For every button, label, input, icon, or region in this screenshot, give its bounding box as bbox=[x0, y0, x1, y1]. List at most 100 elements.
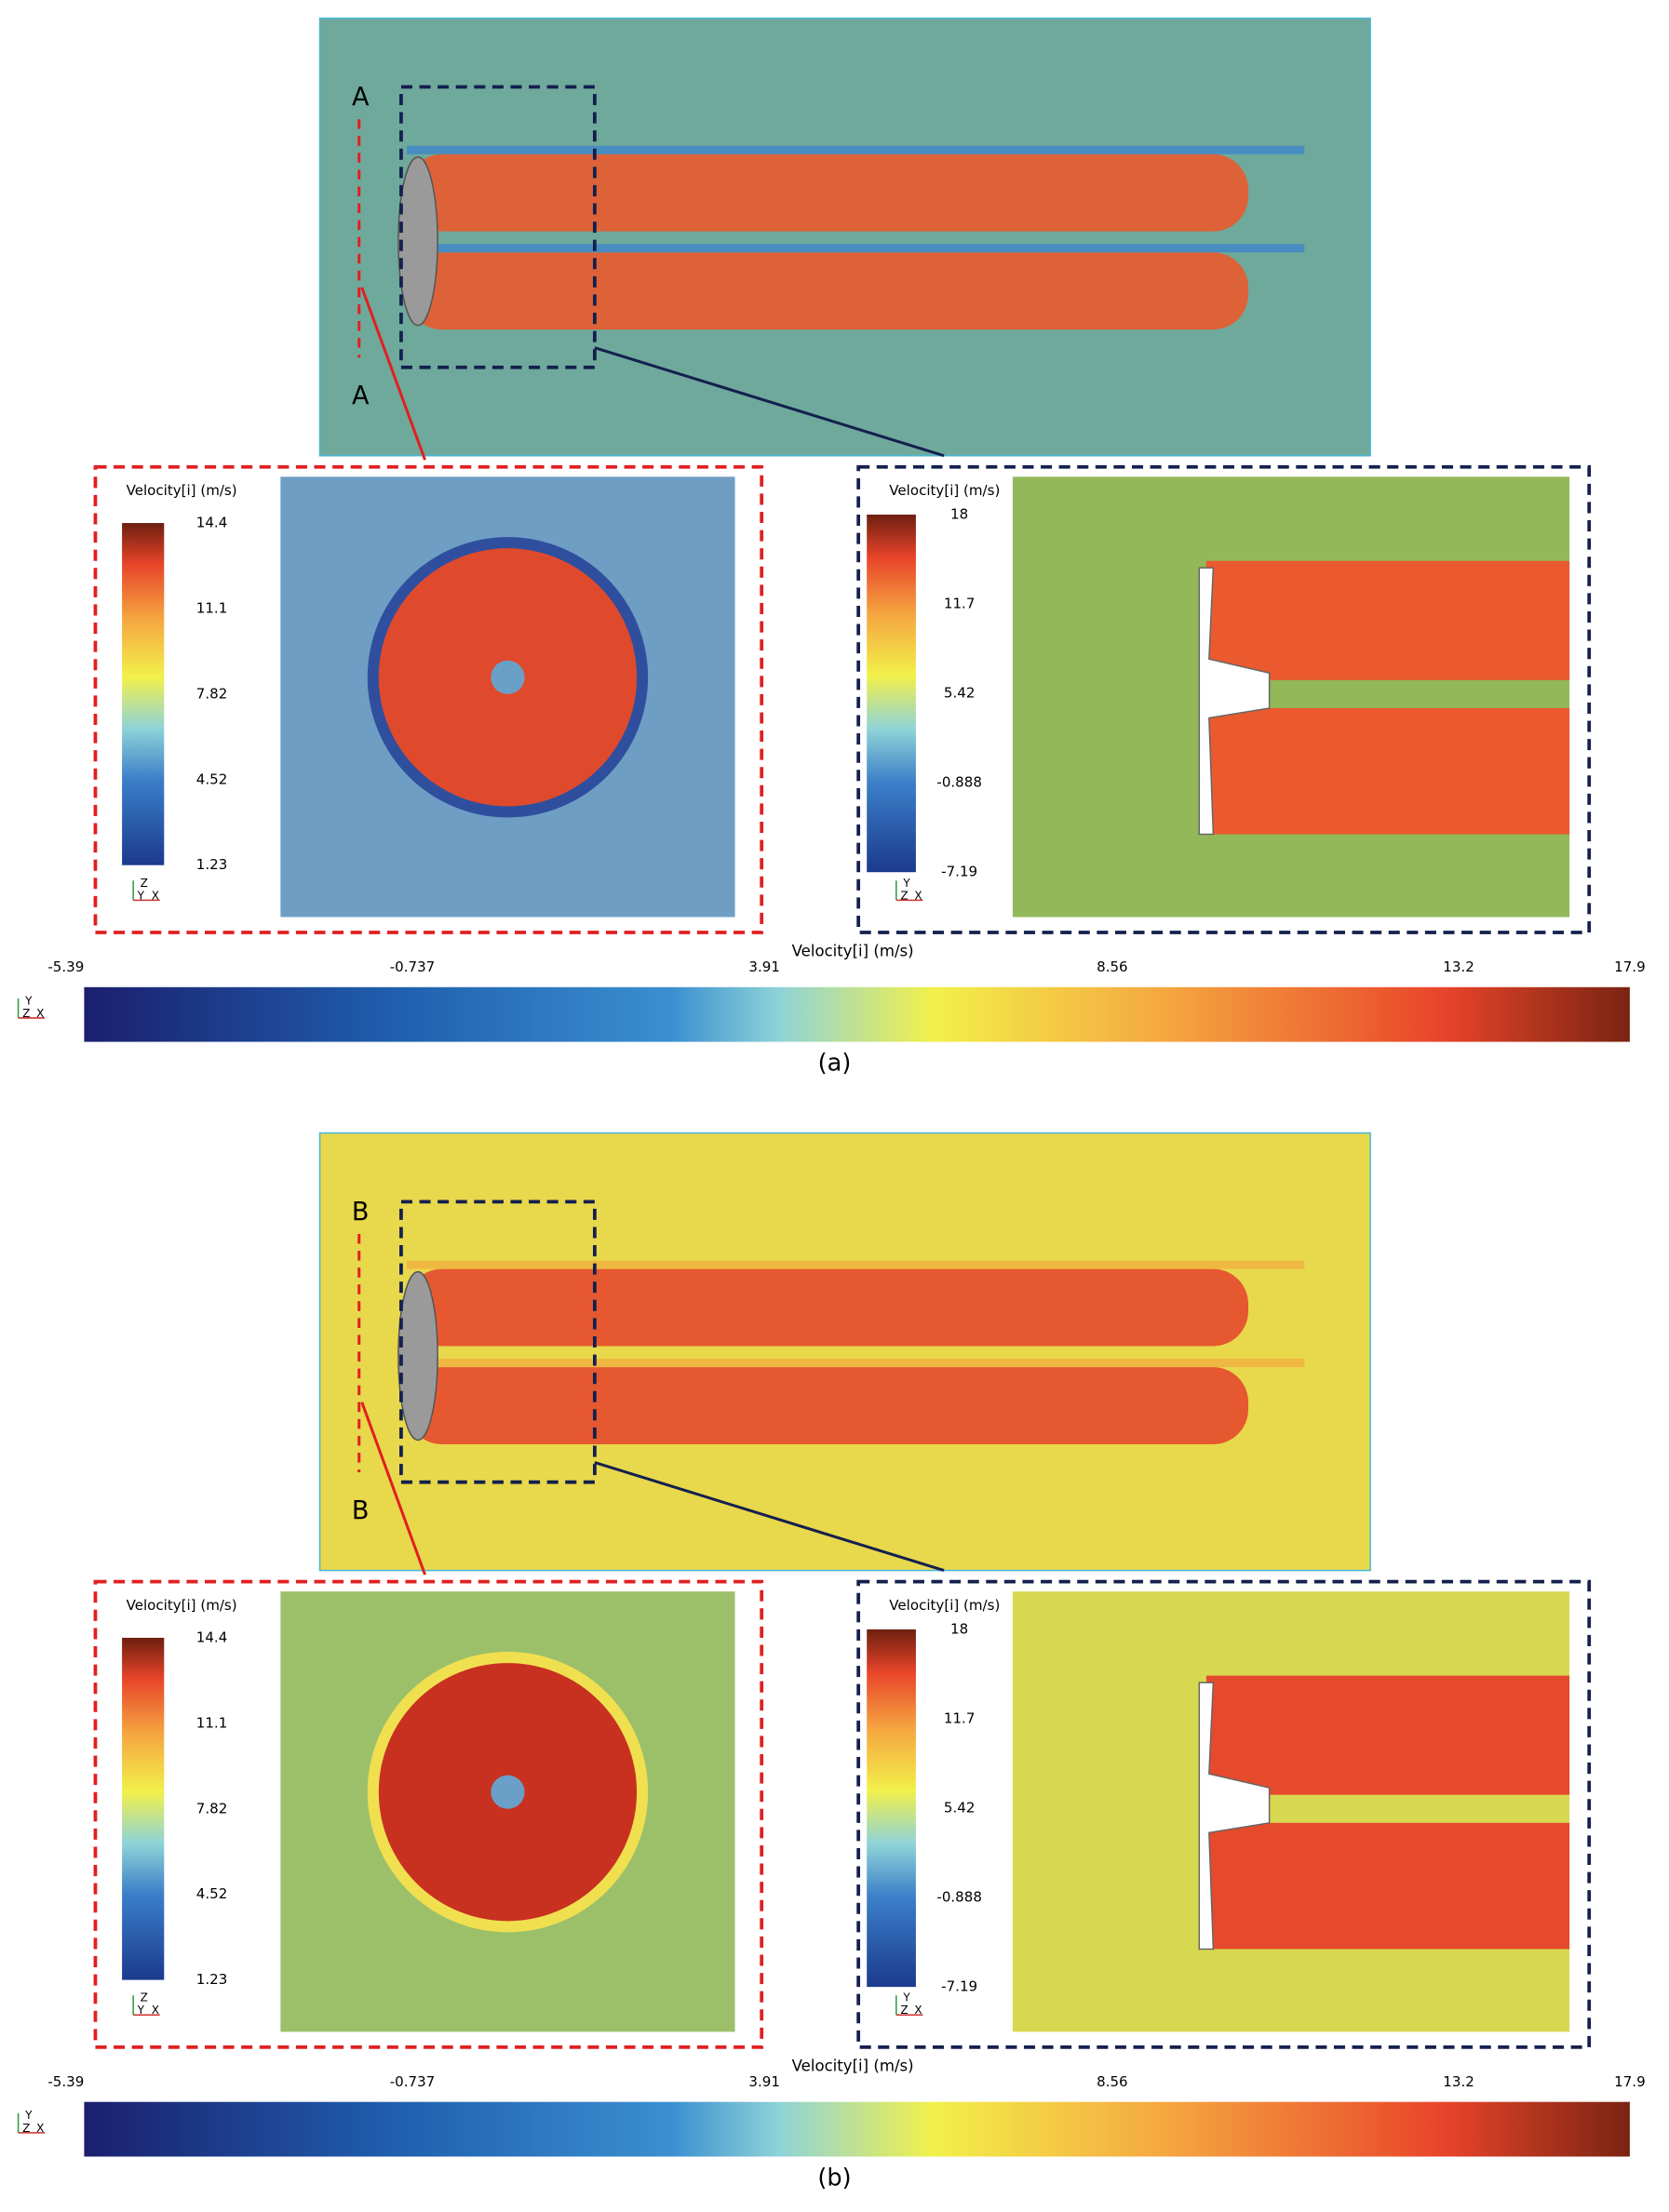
section-label: A bbox=[352, 382, 370, 410]
arrow bbox=[360, 287, 426, 461]
legend-tick: 11.7 bbox=[944, 596, 976, 612]
jet-edge bbox=[406, 244, 1305, 253]
legend-tick: -0.888 bbox=[936, 774, 982, 791]
legend-tick: 7.82 bbox=[196, 1800, 228, 1817]
jet bbox=[1205, 1822, 1570, 1950]
colorbar-tick: 13.2 bbox=[1443, 959, 1474, 975]
jet bbox=[1205, 707, 1570, 835]
hub bbox=[491, 1775, 525, 1809]
colorbar-tick: 13.2 bbox=[1443, 2073, 1474, 2090]
legend-tick: 5.42 bbox=[944, 1800, 976, 1817]
propeller-shape bbox=[1198, 1682, 1271, 1951]
legend-tick: 1.23 bbox=[196, 856, 228, 873]
colorbar-tick: -0.737 bbox=[390, 959, 436, 975]
caption: (b) bbox=[817, 2165, 851, 2192]
legend-title: Velocity[i] (m/s) bbox=[889, 1597, 1000, 1614]
legend-tick: 5.42 bbox=[944, 685, 976, 702]
caption: (a) bbox=[818, 1050, 852, 1078]
colorbar-tick: -5.39 bbox=[47, 959, 84, 975]
legend-tick: 4.52 bbox=[196, 1885, 228, 1902]
legend-title: Velocity[i] (m/s) bbox=[889, 482, 1000, 499]
colorbar-tick: 17.9 bbox=[1614, 959, 1646, 975]
section-label: B bbox=[352, 1496, 370, 1525]
jet bbox=[1205, 1675, 1570, 1795]
colorbar bbox=[84, 2101, 1630, 2157]
colorbar-tick: 8.56 bbox=[1097, 2073, 1128, 2090]
hub bbox=[491, 660, 525, 694]
flow-field bbox=[318, 17, 1371, 457]
legend-tick: -7.19 bbox=[941, 1978, 977, 1995]
jet bbox=[406, 1268, 1249, 1347]
section-label: A bbox=[352, 83, 370, 112]
legend-bar bbox=[122, 1637, 165, 1980]
axis-label: Y bbox=[24, 2109, 33, 2122]
axis-label: Z bbox=[22, 2122, 30, 2135]
colorbar-tick: -5.39 bbox=[47, 2073, 84, 2090]
jet-edge bbox=[406, 145, 1305, 154]
colorbar-tick: 17.9 bbox=[1614, 2073, 1646, 2090]
legend-tick: 18 bbox=[950, 505, 968, 522]
panel: A A Velocity[i] (m/s) 14.4 11.1 7.82 4.52 1.23 Z… bbox=[17, 17, 1646, 1078]
colorbar-tick: 8.56 bbox=[1097, 959, 1128, 975]
axis-label: Z bbox=[900, 2004, 908, 2017]
arrow bbox=[594, 346, 945, 458]
axis-label: Z bbox=[22, 1007, 30, 1020]
colorbar-tick: 3.91 bbox=[748, 2073, 780, 2090]
inset-image bbox=[1012, 476, 1570, 918]
colorbar-title: Velocity[i] (m/s) bbox=[792, 943, 914, 960]
axis-label: Z bbox=[141, 877, 148, 890]
legend-tick: -7.19 bbox=[941, 864, 977, 880]
propeller bbox=[397, 156, 438, 327]
jet bbox=[1205, 560, 1570, 680]
axis-label: Y bbox=[24, 994, 33, 1007]
jet bbox=[406, 154, 1249, 232]
panel: B B Velocity[i] (m/s) 14.4 11.1 7.82 4.52 1.23 Z… bbox=[17, 1132, 1646, 2192]
legend-tick: 18 bbox=[950, 1620, 968, 1637]
legend-tick: 7.82 bbox=[196, 685, 228, 702]
jet bbox=[406, 252, 1249, 330]
axis-label: Z bbox=[141, 1991, 148, 2004]
axis-label: X bbox=[914, 2004, 922, 2017]
colorbar-tick: -0.737 bbox=[390, 2073, 436, 2090]
colorbar-title: Velocity[i] (m/s) bbox=[792, 2058, 914, 2075]
propeller bbox=[397, 1270, 438, 1441]
axis-label: X bbox=[152, 2004, 159, 2017]
axis-label: X bbox=[36, 2122, 44, 2135]
colorbar bbox=[84, 986, 1630, 1042]
axis-label: Y bbox=[902, 877, 910, 890]
axis-label: Y bbox=[137, 889, 145, 902]
legend-tick: 11.1 bbox=[196, 599, 228, 616]
legend-tick: -0.888 bbox=[936, 1889, 982, 1906]
legend-bar bbox=[867, 514, 916, 873]
arrow bbox=[360, 1401, 426, 1575]
propeller-shape bbox=[1198, 567, 1271, 836]
legend-tick: 11.7 bbox=[944, 1709, 976, 1726]
jet-edge bbox=[406, 1260, 1305, 1269]
legend-tick: 1.23 bbox=[196, 1971, 228, 1988]
figure-content: A A Velocity[i] (m/s) 14.4 11.1 7.82 4.52 1.23 Z… bbox=[17, 17, 1646, 2192]
axis-label: Z bbox=[900, 889, 908, 902]
arrow bbox=[594, 1461, 945, 1573]
jet bbox=[406, 1367, 1249, 1445]
axis-label: X bbox=[36, 1007, 44, 1020]
legend-tick: 14.4 bbox=[196, 515, 228, 531]
zoom-box bbox=[399, 85, 597, 369]
inset-image bbox=[1012, 1591, 1570, 2032]
axis-label: Y bbox=[137, 2004, 145, 2017]
axis-label: X bbox=[914, 889, 922, 902]
legend-bar bbox=[867, 1629, 916, 1988]
axis-label: Y bbox=[902, 1991, 910, 2004]
jet-edge bbox=[406, 1359, 1305, 1368]
flow-field bbox=[318, 1132, 1371, 1572]
legend-tick: 4.52 bbox=[196, 771, 228, 787]
legend-tick: 14.4 bbox=[196, 1629, 228, 1645]
axis-label: X bbox=[152, 889, 159, 902]
legend-tick: 11.1 bbox=[196, 1714, 228, 1731]
colorbar-tick: 3.91 bbox=[748, 959, 780, 975]
legend-bar bbox=[122, 523, 165, 865]
section-label: B bbox=[352, 1198, 370, 1227]
legend-title: Velocity[i] (m/s) bbox=[127, 1597, 237, 1614]
zoom-box bbox=[399, 1200, 597, 1484]
legend-title: Velocity[i] (m/s) bbox=[127, 482, 237, 499]
